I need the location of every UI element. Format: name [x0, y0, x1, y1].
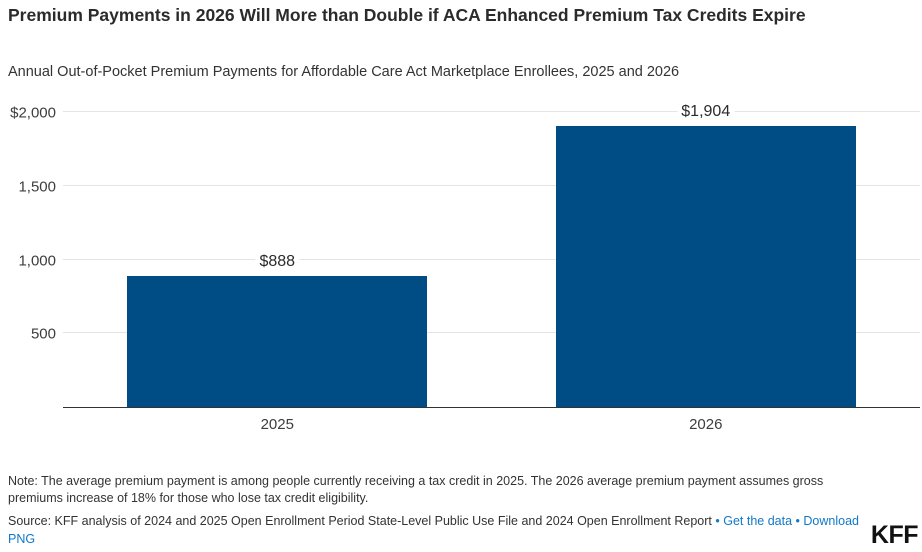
gridline-1,000 — [63, 258, 920, 260]
bar-2025 — [127, 276, 428, 407]
note-text: Note: The average premium payment is amo… — [8, 474, 824, 505]
chart-title: Premium Payments in 2026 Will More than … — [8, 5, 806, 25]
separator-dot: • — [795, 514, 800, 528]
y-axis-labels: 500 1,000 1,500 $2,000 — [0, 105, 56, 408]
get-the-data-link[interactable]: Get the data — [723, 514, 793, 528]
download-png-link[interactable]: Download PNG — [8, 514, 859, 546]
value-label-2025: $888 — [255, 253, 300, 272]
bar-2026 — [555, 126, 856, 407]
source-line: Source: KFF analysis of 2024 and 2025 Op… — [8, 513, 866, 548]
source-text: Source: KFF analysis of 2024 and 2025 Op… — [8, 514, 712, 528]
y-tick-label-1500: 1,500 — [18, 178, 56, 196]
gridline-500 — [63, 332, 920, 334]
x-axis-label-2025: 2025 — [260, 416, 294, 433]
separator-dot: • — [715, 514, 720, 528]
gridline-$2,000 — [63, 111, 920, 112]
plot-area: $888 2025 $1,904 2026 — [63, 103, 920, 433]
chart-subtitle: Annual Out-of-Pocket Premium Payments fo… — [8, 64, 680, 80]
y-tick-label-1000: 1,000 — [18, 252, 56, 269]
y-tick-label-2000: $2,000 — [10, 104, 56, 122]
gridline-1,500 — [63, 184, 920, 186]
value-label-2026: $1,904 — [677, 103, 735, 122]
kff-logo: KFF — [870, 521, 919, 549]
x-axis-label-2026: 2026 — [689, 416, 723, 433]
y-tick-label-500: 500 — [30, 325, 56, 343]
